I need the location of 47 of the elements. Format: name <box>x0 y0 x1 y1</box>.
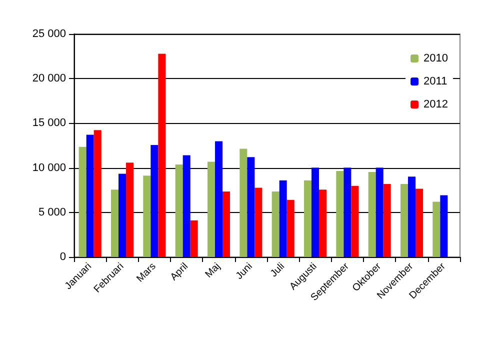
x-tick-label: Juli <box>268 261 287 280</box>
bar <box>78 146 86 257</box>
bar <box>304 180 312 257</box>
bar <box>311 168 320 257</box>
legend-label: 2012 <box>424 98 448 110</box>
y-tick-label: 10 000 <box>32 162 66 174</box>
bar <box>150 144 158 257</box>
bar <box>126 162 134 257</box>
bar <box>279 180 287 257</box>
y-tick-label: 20 000 <box>32 72 66 85</box>
x-tick-label: Juni <box>234 261 255 282</box>
bar <box>351 186 359 257</box>
bar <box>240 148 248 257</box>
bar <box>408 176 416 257</box>
y-tick-label: 15 000 <box>32 117 66 130</box>
y-tick-label: 25 000 <box>32 28 66 40</box>
bar <box>376 168 384 257</box>
bar <box>432 202 440 257</box>
bar <box>118 174 126 257</box>
bar <box>182 155 190 257</box>
bar <box>400 184 408 257</box>
bar <box>254 188 262 257</box>
bar <box>207 162 215 257</box>
bar <box>222 192 230 257</box>
bar <box>190 220 198 257</box>
bar <box>440 195 448 257</box>
bar <box>143 176 151 257</box>
legend-label: 2011 <box>424 76 448 88</box>
bar <box>158 54 166 257</box>
bar <box>94 130 102 257</box>
bar <box>368 172 376 257</box>
bar <box>336 171 344 257</box>
legend-label: 2010 <box>424 52 448 64</box>
bar <box>175 164 183 257</box>
bar <box>214 141 223 257</box>
y-tick-label: 0 <box>60 251 66 263</box>
bar <box>319 190 327 257</box>
bar <box>416 188 424 257</box>
bar <box>344 168 352 257</box>
x-tick-label: Maj <box>203 261 223 280</box>
bar <box>86 134 94 257</box>
y-tick-label: 5 000 <box>38 206 66 218</box>
bar <box>286 200 294 257</box>
bar <box>110 190 118 257</box>
bar <box>383 184 391 257</box>
bar <box>272 192 280 257</box>
bar <box>247 157 255 257</box>
